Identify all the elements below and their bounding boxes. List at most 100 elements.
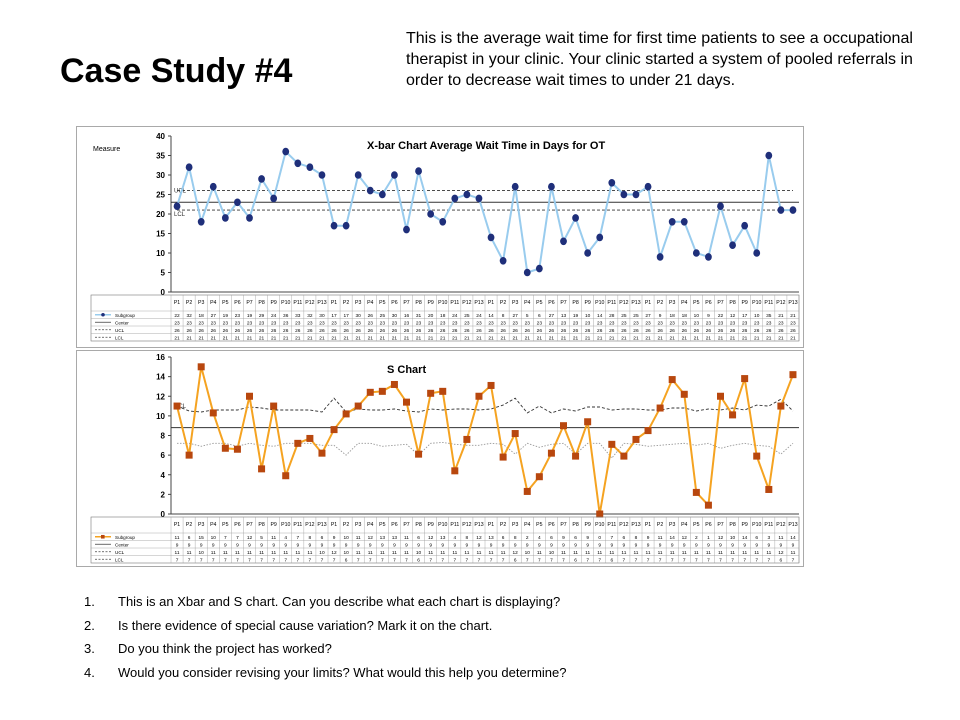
y-tick-label: 25 (156, 191, 165, 200)
table-cell: 11 (271, 535, 276, 541)
data-point (487, 233, 495, 242)
table-cell: 9 (502, 542, 505, 548)
table-cell: 11 (211, 550, 216, 556)
table-cell: 7 (236, 557, 239, 563)
data-point (753, 452, 761, 460)
data-point (560, 422, 567, 430)
table-cell: 26 (645, 328, 651, 334)
data-point (680, 218, 688, 226)
table-cell: 2 (526, 535, 529, 541)
table-cell: 17 (742, 313, 748, 319)
table-cell: 23 (416, 320, 422, 326)
table-cell: 9 (695, 542, 698, 548)
table-cell: 21 (778, 313, 784, 319)
table-cell: 18 (670, 313, 676, 319)
data-point (777, 402, 785, 410)
table-cell: 26 (621, 328, 627, 334)
y-tick-label: 16 (156, 353, 165, 362)
table-cell: 26 (790, 328, 796, 334)
category-label: P6 (548, 300, 554, 306)
table-cell: 11 (356, 550, 361, 556)
table-cell: 23 (718, 320, 724, 326)
data-point (572, 214, 579, 222)
category-label: P6 (391, 300, 397, 306)
table-cell: 21 (464, 335, 470, 341)
question-number: 2. (84, 617, 95, 633)
table-cell: 11 (561, 550, 566, 556)
category-label: P2 (186, 300, 192, 306)
table-cell: 23 (778, 320, 784, 326)
lcl-line (177, 441, 794, 459)
category-label: P12 (619, 300, 628, 306)
table-cell: 11 (247, 550, 252, 556)
table-cell: 12 (778, 550, 784, 556)
table-cell: 10 (211, 535, 217, 541)
table-cell: 11 (754, 550, 759, 556)
table-cell: 11 (742, 550, 747, 556)
table-cell: 7 (659, 557, 662, 563)
category-label: P7 (560, 522, 566, 528)
table-cell: 9 (647, 535, 650, 541)
table-cell: 7 (635, 557, 638, 563)
category-label: P13 (631, 522, 640, 528)
data-point (403, 225, 410, 234)
table-cell: 12 (730, 313, 736, 319)
question-item: 1. This is an Xbar and S chart. Can you d… (84, 594, 944, 618)
table-cell: 9 (671, 542, 674, 548)
category-label: P8 (729, 522, 735, 528)
table-cell: 12 (368, 535, 374, 541)
table-cell: 9 (659, 542, 662, 548)
y-tick-label: 40 (156, 132, 165, 141)
table-cell: 6 (502, 535, 505, 541)
table-cell: 9 (393, 542, 396, 548)
table-cell: 10 (199, 550, 205, 556)
table-cell: 21 (392, 335, 398, 341)
y-tick-label: 8 (161, 432, 166, 441)
table-cell: 21 (585, 335, 591, 341)
data-point (306, 163, 314, 171)
xbar-chart-panel: 0 5 10 15 20 25 30 35 40 X-bar Chart Average Wait… (76, 126, 804, 348)
category-label: P8 (729, 300, 735, 306)
table-cell: 6 (610, 557, 613, 563)
data-point (233, 445, 241, 453)
table-cell: 23 (259, 320, 265, 326)
table-cell: 23 (476, 320, 482, 326)
y-tick-label: 20 (156, 210, 165, 219)
data-point (439, 218, 447, 226)
category-label: P12 (462, 300, 471, 306)
category-label: P8 (415, 522, 421, 528)
data-point (668, 218, 676, 226)
table-cell: 23 (199, 320, 205, 326)
table-cell: 7 (731, 557, 734, 563)
table-cell: 6 (188, 535, 191, 541)
table-cell: 23 (706, 320, 712, 326)
data-point (608, 440, 616, 448)
table-cell: 26 (307, 328, 313, 334)
table-cell: 25 (621, 313, 627, 319)
table-cell: 21 (500, 335, 506, 341)
data-point (729, 411, 737, 419)
table-cell: 6 (321, 535, 324, 541)
category-label: P5 (379, 300, 385, 306)
data-point (390, 380, 398, 388)
data-point (596, 510, 604, 518)
table-cell: 9 (284, 542, 287, 548)
table-cell: 6 (417, 557, 420, 563)
table-cell: 8 (466, 535, 469, 541)
table-cell: 26 (730, 328, 736, 334)
table-cell: 23 (513, 320, 519, 326)
question-text: Is there evidence of special cause varia… (118, 617, 493, 633)
table-cell: 26 (416, 328, 422, 334)
category-label: P13 (474, 300, 483, 306)
data-point (741, 375, 749, 383)
category-label: P9 (584, 522, 590, 528)
category-label: P10 (595, 522, 604, 528)
table-cell: 26 (259, 328, 265, 334)
data-point (584, 249, 592, 257)
data-point (318, 171, 326, 179)
question-list: 1. This is an Xbar and S chart. Can you d… (84, 594, 944, 688)
data-point (427, 210, 435, 218)
category-label: P9 (741, 300, 747, 306)
table-cell: 7 (260, 557, 263, 563)
table-cell: 26 (585, 328, 591, 334)
